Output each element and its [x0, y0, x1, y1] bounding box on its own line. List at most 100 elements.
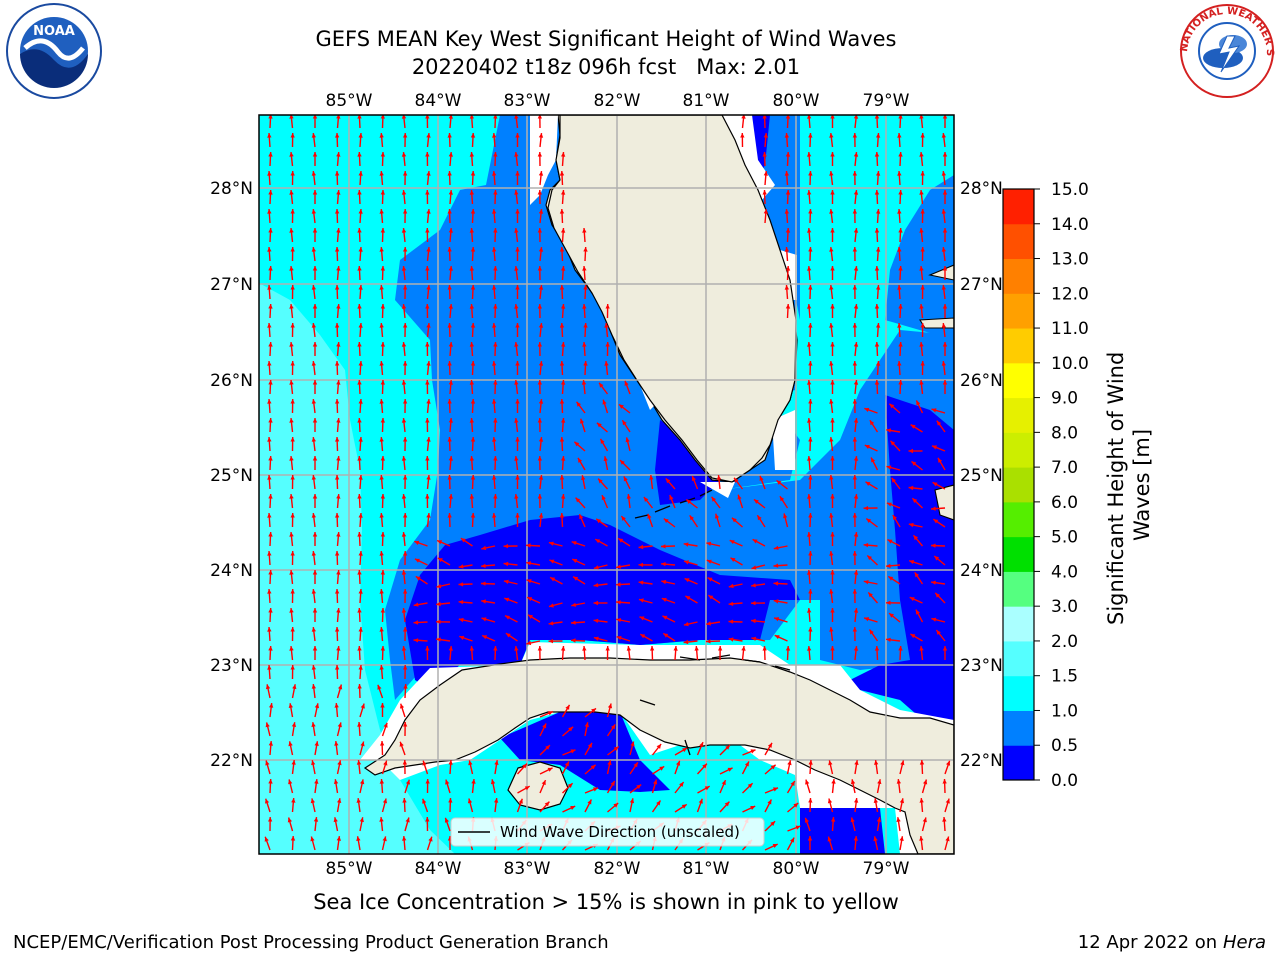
wave-direction-arrowhead: [923, 779, 928, 785]
wave-direction-arrowhead: [310, 798, 315, 804]
wave-direction-arrowhead: [265, 722, 270, 728]
wave-direction-arrowhead: [751, 601, 756, 606]
colorbar-segment: [1003, 606, 1034, 642]
wave-direction-arrowhead: [561, 342, 566, 347]
wave-direction-arrowhead: [829, 361, 834, 366]
wave-direction-arrowhead: [591, 708, 596, 713]
wave-direction-arrowhead: [490, 779, 496, 785]
wave-direction-arrowhead: [874, 115, 880, 119]
wave-direction-arrowhead: [335, 133, 340, 138]
wave-direction-arrowhead: [718, 646, 723, 651]
wave-direction-arrowhead: [650, 646, 655, 651]
wave-direction-arrowhead: [830, 266, 835, 271]
wave-direction-arrowhead: [942, 304, 948, 309]
wave-direction-arrowhead: [493, 456, 498, 461]
wave-direction-arrowhead: [874, 380, 880, 385]
wave-direction-arrowhead: [808, 475, 813, 480]
wave-direction-arrowhead: [493, 152, 498, 157]
wave-direction-arrowhead: [744, 761, 749, 767]
wave-direction-arrowhead: [493, 418, 498, 423]
wave-direction-arrowhead: [518, 798, 523, 804]
wave-direction-arrowhead: [584, 722, 589, 728]
wave-direction-arrowhead: [920, 285, 925, 290]
wave-direction-arrowhead: [691, 476, 696, 481]
sea-ice-note: Sea Ice Concentration > 15% is shown in …: [313, 890, 899, 914]
wave-direction-arrowhead: [610, 781, 615, 786]
wave-direction-arrowhead: [291, 722, 297, 727]
wave-direction-arrowhead: [447, 475, 452, 480]
wave-direction-arrowhead: [873, 836, 878, 842]
wave-direction-arrowhead: [574, 441, 580, 447]
wave-direction-arrowhead: [876, 247, 881, 252]
wave-direction-arrowhead: [581, 380, 587, 385]
wave-direction-arrowhead: [383, 760, 388, 766]
wave-direction-arrowhead: [689, 515, 694, 521]
wave-direction-arrowhead: [290, 171, 295, 176]
wave-direction-arrowhead: [886, 465, 892, 470]
chart-title-line2: 20220402 t18z 096h fcst Max: 2.01: [411, 55, 801, 79]
colorbar-tick-label: 13.0: [1051, 250, 1089, 270]
wave-direction-arrowhead: [892, 515, 897, 520]
wave-direction-arrowhead: [853, 608, 859, 613]
wave-direction-arrowhead: [661, 544, 666, 549]
wave-direction-arrowhead: [601, 495, 606, 501]
wave-direction-arrowhead: [514, 646, 519, 651]
wave-direction-arrowhead: [874, 342, 880, 347]
wave-direction-arrowhead: [526, 579, 532, 584]
wave-direction-arrowhead: [336, 228, 341, 233]
wave-direction-arrowhead: [269, 703, 274, 708]
wave-direction-arrowhead: [335, 589, 340, 594]
lat-label-left: 28°N: [210, 179, 253, 199]
wave-direction-arrowhead: [784, 285, 789, 290]
wave-direction-arrowhead: [380, 608, 385, 613]
wave-direction-arrowhead: [515, 209, 520, 214]
wave-direction-arrowhead: [336, 570, 341, 575]
wave-direction-arrowhead: [919, 760, 925, 765]
wave-direction-arrowhead: [807, 494, 812, 499]
map-legend: Wind Wave Direction (unscaled): [450, 817, 765, 847]
wave-direction-arrowhead: [763, 133, 768, 138]
footer-credit: NCEP/EMC/Verification Post Processing Pr…: [13, 932, 609, 953]
wave-direction-arrowhead: [267, 361, 272, 366]
wave-direction-arrowhead: [665, 478, 671, 484]
wave-direction-arrowhead: [401, 152, 407, 157]
isla-juventud-land: [507, 761, 569, 811]
florida-land-upper: [547, 115, 797, 483]
wave-direction-arrowhead: [403, 285, 408, 290]
wave-direction-arrowhead: [852, 437, 857, 442]
wave-direction-arrowhead: [920, 209, 925, 214]
wave-direction-arrowhead: [941, 285, 946, 290]
wave-direction-arrowhead: [482, 635, 488, 640]
wave-direction-arrowhead: [380, 228, 385, 233]
wave-direction-arrowhead: [639, 616, 645, 621]
wave-direction-arrowhead: [447, 323, 452, 328]
wave-direction-arrowhead: [379, 437, 384, 442]
wave-direction-arrowhead: [358, 589, 363, 594]
wave-direction-arrowhead: [829, 627, 834, 632]
wave-direction-arrowhead: [336, 494, 341, 499]
wave-direction-arrowhead: [568, 726, 574, 732]
wave-direction-arrowhead: [358, 551, 363, 556]
lon-label-top: 81°W: [683, 91, 730, 111]
wave-direction-arrowhead: [673, 646, 678, 651]
wave-direction-arrowhead: [900, 760, 905, 766]
wave-direction-arrowhead: [425, 380, 430, 385]
wave-direction-arrowhead: [494, 760, 499, 765]
wave-direction-arrowhead: [448, 304, 453, 309]
wave-direction-arrowhead: [912, 498, 918, 503]
wave-direction-arrowhead: [684, 560, 689, 565]
wave-direction-arrowhead: [380, 418, 385, 423]
wave-direction-arrowhead: [470, 171, 476, 176]
wave-direction-arrowhead: [785, 266, 791, 271]
wave-direction-arrowhead: [876, 817, 882, 822]
wave-direction-arrowhead: [268, 304, 273, 309]
wave-direction-arrowhead: [268, 608, 273, 613]
lon-label-top: 82°W: [594, 91, 641, 111]
wave-direction-arrowhead: [403, 209, 408, 214]
wave-direction-arrowhead: [337, 722, 342, 728]
map-frame: [258, 114, 955, 855]
wave-direction-arrowhead: [702, 763, 707, 769]
wave-direction-arrowhead: [401, 456, 407, 461]
wave-direction-arrowhead: [312, 152, 318, 157]
